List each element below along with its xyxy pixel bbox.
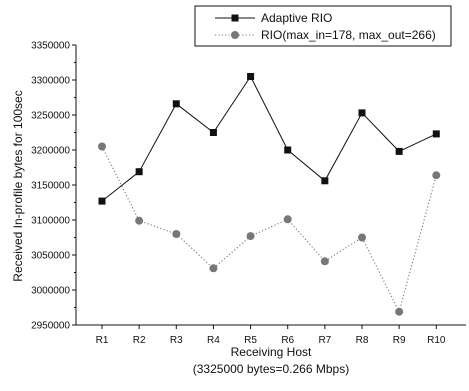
data-point [246,232,255,241]
data-point [98,142,106,151]
legend-box [194,5,452,47]
data-point [209,264,218,273]
y-tick-label: 3150000 [31,181,70,192]
data-point [172,230,181,238]
legend-marker [231,31,239,39]
x-axis-title: Receiving Host [231,345,312,359]
x-tick-label: R9 [393,335,406,346]
data-point [247,73,255,80]
y-tick-label: 2950000 [31,321,70,332]
data-point [395,307,404,316]
series-1 [98,73,440,205]
data-point [432,171,441,180]
data-point [284,146,292,154]
data-point [98,197,106,205]
x-tick-label: R6 [281,335,294,346]
y-axis: 2950000 3000000 3050000 3100000 3150000 32000… [31,41,76,332]
legend: Adaptive RIO RIO(max_in=178, max_out=266) [194,5,452,47]
y-tick-label: 3200000 [31,146,70,157]
data-point [395,147,403,155]
legend-marker [231,14,239,22]
data-point [320,257,329,266]
legend-item-2: RIO(max_in=178, max_out=266) [215,28,436,42]
y-axis-title: Received In-profile bytes for 100sec [11,90,25,281]
y-tick-label: 3350000 [31,41,70,52]
legend-label: RIO(max_in=178, max_out=266) [261,28,436,42]
x-tick-label: R10 [427,335,446,346]
x-axis-note: (3325000 bytes=0.266 Mbps) [193,362,349,376]
series-2 [98,142,441,316]
x-tick-label: R3 [170,335,183,346]
data-point [358,233,366,242]
series-line [101,75,437,202]
series-layer [98,73,441,316]
data-point [358,109,366,117]
data-point [209,129,217,136]
data-point [283,215,292,224]
data-point [321,177,329,185]
x-tick-label: R5 [244,335,257,346]
x-axis: R1 R2 R3 R4 R5 R6 R7 R8 R9 R10 [96,325,446,346]
y-tick-label: 3000000 [31,286,70,297]
y-tick-label: 3250000 [31,111,70,122]
legend-item-1: Adaptive RIO [215,11,332,25]
data-point [135,216,144,225]
legend-label: Adaptive RIO [261,11,332,25]
data-point [172,100,180,108]
y-tick-label: 3100000 [31,216,70,227]
x-tick-label: R8 [356,335,369,346]
x-tick-label: R4 [207,335,220,346]
x-tick-label: R2 [133,335,146,346]
data-point [135,168,143,176]
x-tick-label: R1 [96,335,109,346]
y-tick-label: 3300000 [31,76,70,87]
y-tick-label: 3050000 [31,251,70,262]
data-point [432,130,440,138]
series-line [101,146,437,314]
x-tick-label: R7 [318,335,331,346]
plot-frame [75,45,466,326]
